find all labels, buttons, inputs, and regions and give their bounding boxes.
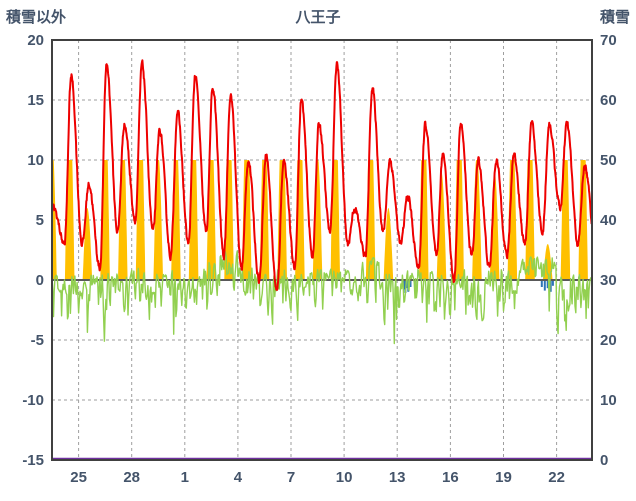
- svg-text:70: 70: [600, 32, 617, 49]
- svg-text:-15: -15: [22, 452, 44, 469]
- svg-text:22: 22: [548, 469, 565, 486]
- svg-text:4: 4: [234, 469, 243, 486]
- svg-text:10: 10: [27, 152, 44, 169]
- svg-text:50: 50: [600, 152, 617, 169]
- svg-text:30: 30: [600, 272, 617, 289]
- svg-text:20: 20: [600, 332, 617, 349]
- chart-title: 八王子: [295, 9, 341, 26]
- right-axis-title: 積雪: [599, 9, 630, 26]
- svg-text:10: 10: [600, 392, 617, 409]
- svg-text:15: 15: [27, 92, 44, 109]
- svg-text:40: 40: [600, 212, 617, 229]
- svg-text:-10: -10: [22, 392, 44, 409]
- svg-text:60: 60: [600, 92, 617, 109]
- svg-text:20: 20: [27, 32, 44, 49]
- svg-text:19: 19: [495, 469, 512, 486]
- svg-text:0: 0: [36, 272, 44, 289]
- svg-text:25: 25: [70, 469, 87, 486]
- svg-text:1: 1: [181, 469, 189, 486]
- svg-text:7: 7: [287, 469, 295, 486]
- svg-text:13: 13: [389, 469, 406, 486]
- svg-text:10: 10: [336, 469, 353, 486]
- svg-text:16: 16: [442, 469, 459, 486]
- left-axis-title: 積雪以外: [6, 9, 67, 26]
- svg-text:5: 5: [36, 212, 44, 229]
- svg-text:28: 28: [123, 469, 140, 486]
- svg-text:0: 0: [600, 452, 608, 469]
- svg-text:-5: -5: [31, 332, 44, 349]
